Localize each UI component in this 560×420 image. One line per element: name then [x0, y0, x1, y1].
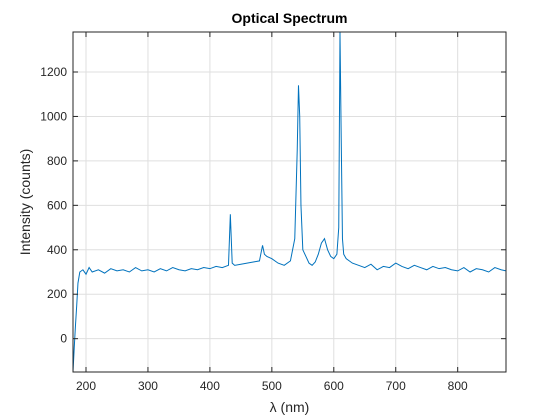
y-axis-label: Intensity (counts) — [17, 149, 33, 256]
grid — [73, 32, 506, 372]
y-tick-label: 400 — [47, 243, 67, 257]
axis-ticks: 200 300 400 500 600 700 800 0 200 400 600 800 1000 12… — [40, 32, 506, 393]
y-tick-label: 1000 — [40, 109, 67, 123]
y-tick-label: 1200 — [40, 65, 67, 79]
x-axis-label: λ (nm) — [270, 399, 310, 415]
x-tick-label: 300 — [138, 379, 158, 393]
chart-title: Optical Spectrum — [232, 10, 348, 26]
y-tick-label: 200 — [47, 287, 67, 301]
y-tick-label: 600 — [47, 198, 67, 212]
x-tick-label: 600 — [324, 379, 344, 393]
x-tick-label: 700 — [386, 379, 406, 393]
plot-frame — [72, 31, 507, 373]
x-tick-label: 500 — [262, 379, 282, 393]
y-tick-label: 0 — [60, 332, 67, 346]
x-tick-label: 200 — [76, 379, 96, 393]
x-tick-label: 400 — [200, 379, 220, 393]
x-tick-label: 800 — [448, 379, 468, 393]
spectrum-series-line — [72, 31, 507, 373]
y-tick-label: 800 — [47, 154, 67, 168]
